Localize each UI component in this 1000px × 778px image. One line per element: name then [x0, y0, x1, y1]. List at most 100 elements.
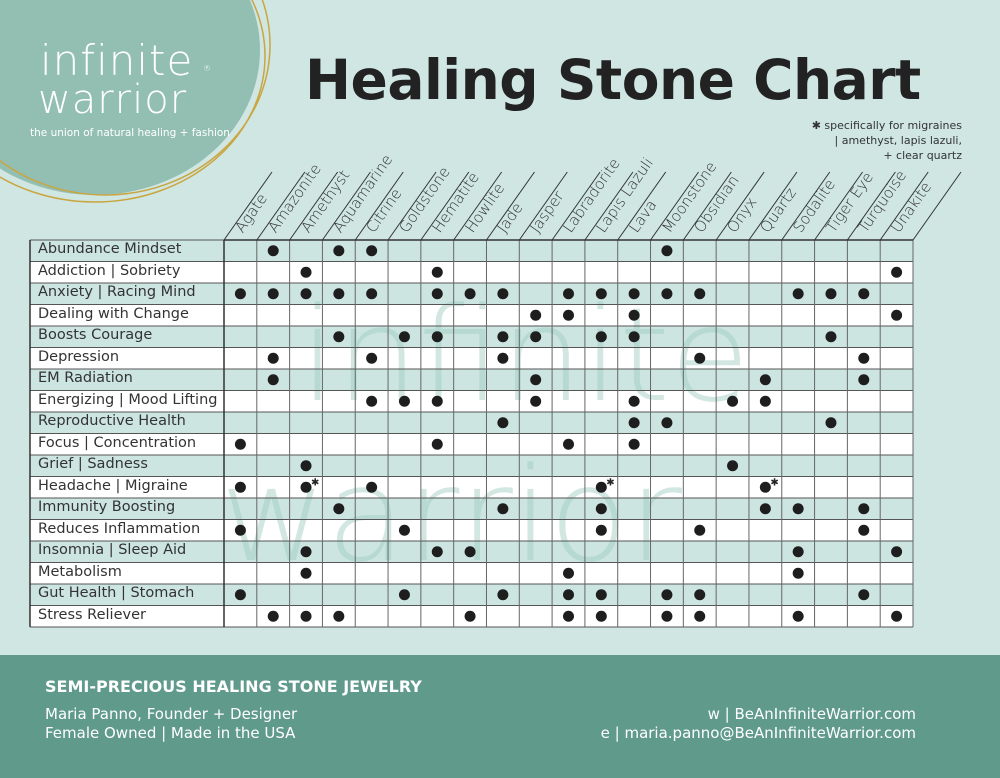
- dot-marker: [300, 546, 312, 558]
- dot-marker: [497, 589, 509, 601]
- header-divider: [387, 171, 437, 241]
- dot-marker: [891, 546, 903, 558]
- dot-marker: [628, 395, 640, 407]
- dot-marker: [891, 610, 903, 622]
- star-marker: ✱: [770, 477, 778, 488]
- footnote-line: + clear quartz: [883, 149, 962, 162]
- table-row: [30, 326, 913, 348]
- table-row: [30, 584, 913, 606]
- dot-marker: [431, 266, 443, 278]
- dot-marker: [497, 503, 509, 515]
- header-divider: [846, 171, 896, 241]
- dot-marker: [628, 331, 640, 343]
- dot-marker: [891, 266, 903, 278]
- row-label: Abundance Mindset: [38, 241, 182, 257]
- dot-marker: [431, 331, 443, 343]
- footer-email[interactable]: e | maria.panno@BeAnInfiniteWarrior.com: [600, 724, 916, 742]
- dot-marker: [366, 395, 378, 407]
- dot-marker: [595, 331, 607, 343]
- header-divider: [551, 171, 601, 241]
- row-label: EM Radiation: [38, 370, 133, 386]
- logo-line1: infinite: [40, 36, 194, 85]
- header-divider: [584, 171, 634, 241]
- header-divider: [715, 171, 765, 241]
- dot-marker: [234, 481, 246, 493]
- row-label: Focus | Concentration: [38, 434, 197, 451]
- row-label: Boosts Courage: [38, 327, 153, 343]
- dot-marker: [727, 395, 739, 407]
- dot-marker: [431, 546, 443, 558]
- star-marker: ✱: [606, 477, 614, 488]
- dot-marker: [563, 288, 574, 300]
- gold-ring: [0, 0, 266, 203]
- row-label: Immunity Boosting: [38, 499, 176, 515]
- dot-marker: [234, 288, 246, 300]
- dot-marker: [694, 524, 706, 536]
- logo-registered: ®: [203, 64, 212, 73]
- header-divider: [650, 171, 699, 241]
- row-label: Gut Health | Stomach: [38, 585, 195, 601]
- dot-marker: [497, 288, 509, 300]
- dot-marker: [234, 589, 246, 601]
- dot-marker: [792, 546, 804, 558]
- header-divider: [322, 171, 371, 241]
- dot-marker: [366, 481, 378, 493]
- brand-tagline: the union of natural healing + fashion: [30, 127, 230, 139]
- dot-marker: [595, 589, 607, 601]
- logo-art: [0, 0, 271, 203]
- dot-marker: [694, 288, 706, 300]
- dot-marker: [234, 524, 246, 536]
- dot-marker: [563, 610, 574, 622]
- row-label: Depression: [38, 348, 120, 365]
- dot-marker: [398, 331, 410, 343]
- row-label: Reduces Inflammation: [38, 520, 201, 537]
- dot-marker: [267, 245, 279, 257]
- dot-marker: [858, 589, 870, 601]
- dot-marker: [595, 503, 607, 515]
- dot-marker: [628, 438, 640, 450]
- header-divider: [518, 171, 568, 241]
- dot-marker: [858, 524, 870, 536]
- dot-marker: [300, 481, 312, 493]
- table-row: [30, 455, 913, 477]
- dot-marker: [891, 309, 903, 321]
- dot-marker: [398, 589, 410, 601]
- dot-marker: [825, 331, 837, 343]
- header-divider: [879, 171, 929, 241]
- dot-marker: [661, 589, 673, 601]
- star-marker: ✱: [311, 477, 319, 488]
- dot-marker: [530, 309, 542, 321]
- row-label: Insomnia | Sleep Aid: [38, 542, 187, 558]
- footer-tagline: Female Owned | Made in the USA: [45, 724, 296, 742]
- dot-marker: [792, 503, 804, 515]
- dot-marker: [595, 481, 607, 493]
- dot-marker: [366, 245, 378, 257]
- dot-marker: [563, 309, 574, 321]
- dot-marker: [333, 610, 345, 622]
- dot-marker: [759, 374, 771, 386]
- dot-marker: [366, 352, 378, 364]
- dot-marker: [694, 352, 706, 364]
- dot-marker: [661, 610, 673, 622]
- dot-marker: [694, 610, 706, 622]
- footnote-line: | amethyst, lapis lazuli,: [834, 134, 962, 147]
- header-divider: [682, 171, 732, 241]
- dot-marker: [595, 610, 607, 622]
- header-divider: [617, 171, 667, 241]
- row-label: Headache | Migraine: [38, 477, 188, 494]
- dot-marker: [267, 288, 279, 300]
- table-row: [30, 562, 913, 584]
- row-label: Energizing | Mood Lifting: [38, 391, 218, 408]
- dot-marker: [267, 374, 279, 386]
- table-row: [30, 369, 913, 391]
- dot-marker: [333, 288, 345, 300]
- footer-website[interactable]: w | BeAnInfiniteWarrior.com: [707, 705, 916, 723]
- dot-marker: [530, 331, 542, 343]
- table-row: [30, 433, 913, 455]
- logo-line2: warrior: [38, 77, 188, 123]
- dot-marker: [858, 352, 870, 364]
- dot-marker: [759, 481, 771, 493]
- dot-marker: [792, 288, 804, 300]
- header-divider: [748, 171, 798, 241]
